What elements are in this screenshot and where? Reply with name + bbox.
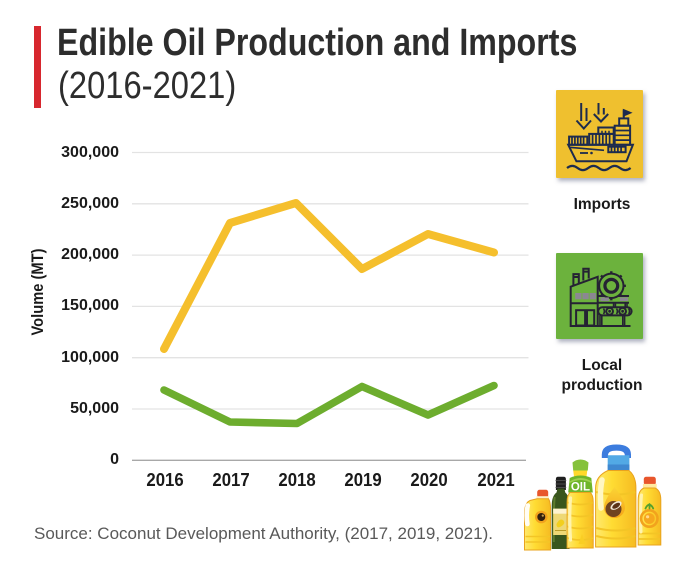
svg-text:OIL: OIL [571,482,590,494]
